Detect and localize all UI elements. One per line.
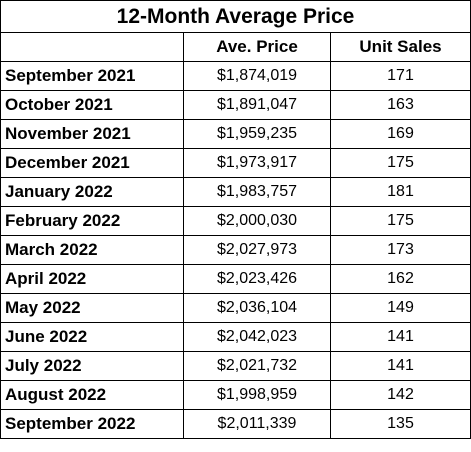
- ave-price-cell: $2,021,732: [183, 351, 331, 381]
- unit-sales-cell: 149: [329, 293, 471, 323]
- unit-sales-cell: 142: [329, 380, 471, 410]
- month-cell: May 2022: [0, 293, 184, 323]
- table-row: March 2022 $2,027,973 173: [0, 235, 471, 265]
- unit-sales-cell: 175: [329, 148, 471, 178]
- month-cell: April 2022: [0, 264, 184, 294]
- unit-sales-cell: 175: [329, 206, 471, 236]
- table-row: August 2022 $1,998,959 142: [0, 380, 471, 410]
- month-cell: November 2021: [0, 119, 184, 149]
- table-title: 12-Month Average Price: [0, 0, 471, 33]
- unit-sales-cell: 141: [329, 322, 471, 352]
- month-cell: September 2021: [0, 61, 184, 91]
- ave-price-cell: $2,000,030: [183, 206, 331, 236]
- ave-price-cell: $1,983,757: [183, 177, 331, 207]
- table-row: September 2021 $1,874,019 171: [0, 61, 471, 91]
- ave-price-cell: $1,959,235: [183, 119, 331, 149]
- table-row: November 2021 $1,959,235 169: [0, 119, 471, 149]
- header-row: Ave. Price Unit Sales: [0, 32, 471, 62]
- table-row: May 2022 $2,036,104 149: [0, 293, 471, 323]
- ave-price-cell: $1,973,917: [183, 148, 331, 178]
- ave-price-cell: $1,874,019: [183, 61, 331, 91]
- table-row: January 2022 $1,983,757 181: [0, 177, 471, 207]
- unit-sales-cell: 163: [329, 90, 471, 120]
- title-row: 12-Month Average Price: [0, 0, 471, 33]
- table-row: June 2022 $2,042,023 141: [0, 322, 471, 352]
- month-cell: June 2022: [0, 322, 184, 352]
- unit-sales-cell: 135: [329, 409, 471, 439]
- table-row: December 2021 $1,973,917 175: [0, 148, 471, 178]
- ave-price-cell: $2,023,426: [183, 264, 331, 294]
- unit-sales-cell: 181: [329, 177, 471, 207]
- unit-sales-cell: 162: [329, 264, 471, 294]
- table-row: February 2022 $2,000,030 175: [0, 206, 471, 236]
- unit-sales-cell: 141: [329, 351, 471, 381]
- month-cell: December 2021: [0, 148, 184, 178]
- ave-price-cell: $2,042,023: [183, 322, 331, 352]
- header-month: [0, 32, 184, 62]
- ave-price-cell: $1,998,959: [183, 380, 331, 410]
- price-table: 12-Month Average Price Ave. Price Unit S…: [0, 0, 471, 439]
- month-cell: August 2022: [0, 380, 184, 410]
- month-cell: October 2021: [0, 90, 184, 120]
- ave-price-cell: $2,027,973: [183, 235, 331, 265]
- ave-price-cell: $2,011,339: [183, 409, 331, 439]
- table-body: 12-Month Average Price Ave. Price Unit S…: [0, 0, 471, 439]
- ave-price-cell: $2,036,104: [183, 293, 331, 323]
- header-unit-sales: Unit Sales: [329, 32, 471, 62]
- table-row: October 2021 $1,891,047 163: [0, 90, 471, 120]
- month-cell: February 2022: [0, 206, 184, 236]
- month-cell: July 2022: [0, 351, 184, 381]
- unit-sales-cell: 173: [329, 235, 471, 265]
- table-row: July 2022 $2,021,732 141: [0, 351, 471, 381]
- month-cell: January 2022: [0, 177, 184, 207]
- ave-price-cell: $1,891,047: [183, 90, 331, 120]
- month-cell: September 2022: [0, 409, 184, 439]
- unit-sales-cell: 171: [329, 61, 471, 91]
- month-cell: March 2022: [0, 235, 184, 265]
- header-ave-price: Ave. Price: [183, 32, 331, 62]
- unit-sales-cell: 169: [329, 119, 471, 149]
- table-row: April 2022 $2,023,426 162: [0, 264, 471, 294]
- table-row: September 2022 $2,011,339 135: [0, 409, 471, 439]
